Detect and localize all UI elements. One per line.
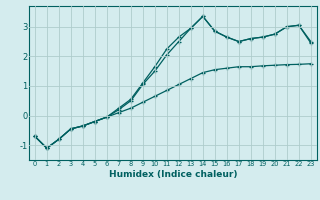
X-axis label: Humidex (Indice chaleur): Humidex (Indice chaleur): [108, 170, 237, 179]
